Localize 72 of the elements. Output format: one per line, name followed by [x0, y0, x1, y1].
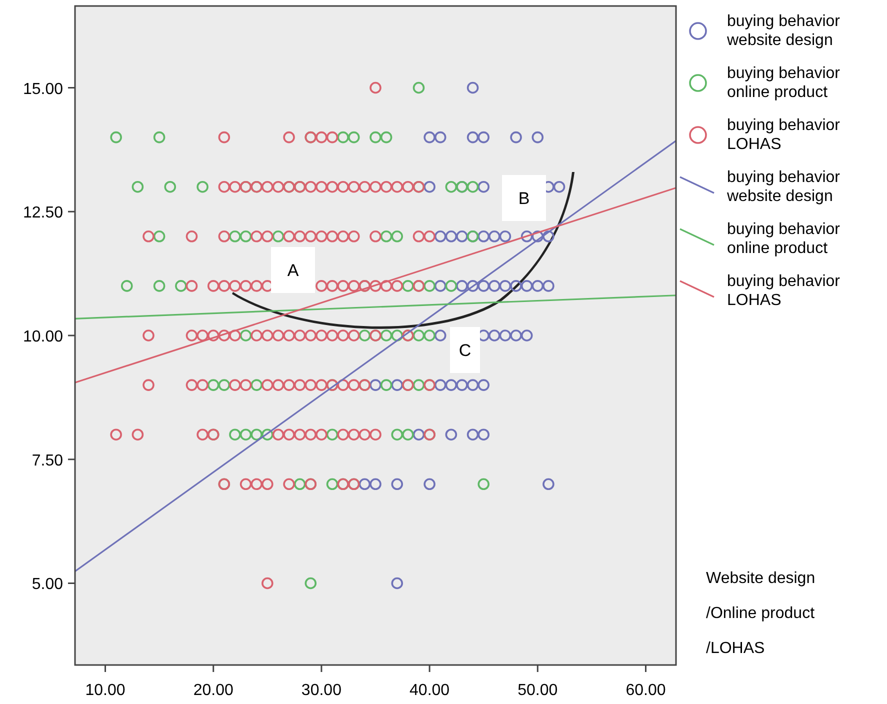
point: [391, 379, 404, 391]
point: [434, 379, 446, 391]
point: [434, 330, 446, 342]
point: [370, 379, 382, 391]
point: [510, 280, 522, 292]
x-axis-title: Website design /Online product /LOHAS: [706, 570, 816, 657]
point: [466, 428, 479, 440]
x-tick-label: 40.00: [410, 682, 450, 699]
x-tick-label: 30.00: [301, 682, 342, 699]
point: [456, 230, 468, 242]
annotation: C: [458, 341, 472, 360]
point: [510, 131, 522, 144]
y-tick-label: 10.00: [22, 328, 64, 346]
point: [466, 280, 479, 292]
point: [532, 280, 544, 292]
point: [499, 280, 512, 292]
x-tick-label: 10.00: [85, 682, 126, 699]
point: [532, 230, 544, 242]
y-tick-label: 15.00: [22, 80, 64, 98]
legend-label: buying behavior online product: [727, 221, 841, 257]
annotation: B: [518, 189, 530, 208]
legend-label: buying behavior online product: [727, 65, 841, 101]
point: [466, 131, 479, 144]
x-tick-label: 60.00: [626, 682, 666, 699]
point: [488, 330, 500, 342]
x-tick-label: 50.00: [518, 682, 558, 699]
point: [456, 379, 468, 391]
legend-label: buying behavior LOHAS: [727, 117, 841, 153]
point: [478, 131, 490, 144]
point: [456, 280, 468, 292]
point: [434, 230, 446, 242]
point: [424, 131, 436, 144]
point: [488, 230, 500, 242]
point: [434, 131, 446, 144]
y-tick-label: 7.50: [32, 452, 64, 470]
point: [520, 280, 533, 292]
x-tick-label: 20.00: [193, 682, 234, 699]
y-tick-label: 12.50: [22, 204, 64, 222]
point: [412, 428, 425, 440]
y-tick-label: 5.00: [32, 576, 64, 594]
point: [542, 478, 554, 490]
point: [478, 280, 490, 292]
point: [424, 478, 436, 490]
point: [370, 478, 382, 490]
point: [488, 280, 500, 292]
point: [478, 180, 490, 193]
legend-label: buying behavior website design: [726, 169, 841, 205]
point: [553, 180, 566, 193]
point: [358, 478, 371, 490]
point: [478, 230, 490, 242]
point: [520, 330, 533, 342]
point: [499, 330, 512, 342]
point: [542, 280, 554, 292]
point: [542, 230, 554, 242]
point: [424, 180, 436, 193]
point: [466, 379, 479, 391]
point: [478, 379, 490, 391]
point: [478, 428, 490, 440]
point: [510, 330, 522, 342]
annotation: A: [287, 261, 300, 280]
point: [434, 280, 446, 292]
legend-label: buying behavior LOHAS: [727, 273, 841, 309]
point: [532, 131, 544, 144]
point: [445, 230, 458, 242]
point: [445, 428, 458, 440]
point: [445, 379, 458, 391]
point: [466, 82, 479, 94]
point: [499, 230, 512, 242]
legend-label: buying behavior website design: [726, 13, 841, 49]
point: [391, 577, 404, 590]
point: [391, 478, 404, 490]
point: [520, 230, 533, 242]
